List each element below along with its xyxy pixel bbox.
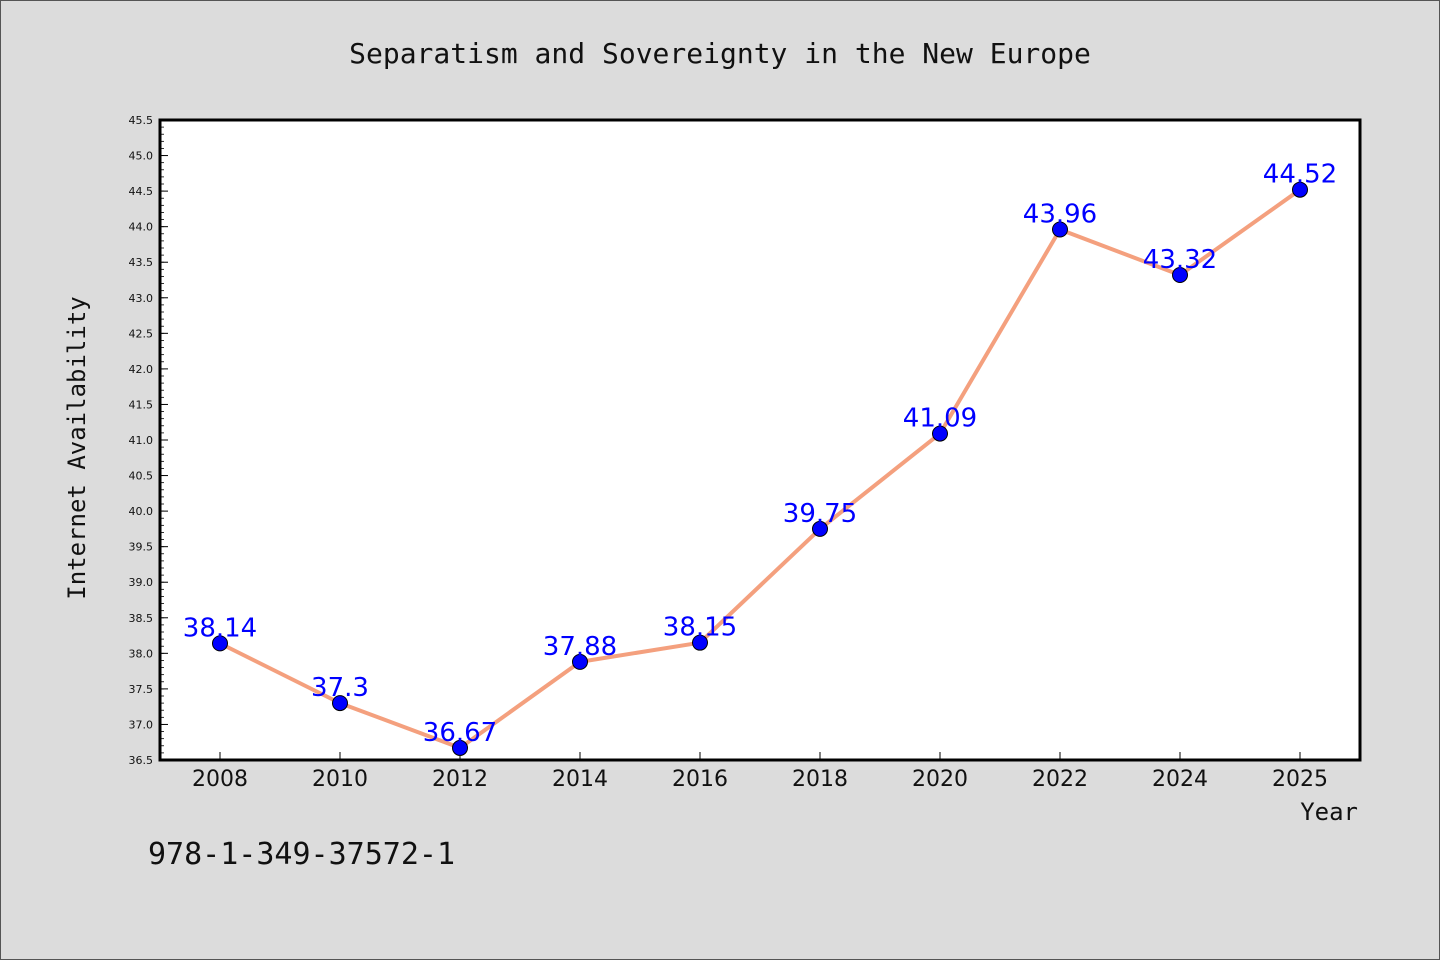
data-label: 39.75 bbox=[783, 499, 857, 529]
x-axis: 2008 2010 2012 2014 2016 2018 2020 2022 2024 2025 bbox=[192, 752, 1328, 792]
footer-code: 978-1-349-37572-1 bbox=[148, 837, 455, 872]
x-tick-label: 2014 bbox=[552, 767, 608, 792]
y-tick-label: 41.0 bbox=[129, 434, 154, 447]
x-tick-label: 2025 bbox=[1272, 767, 1328, 792]
data-point bbox=[572, 653, 588, 670]
x-tick-label: 2020 bbox=[912, 767, 968, 792]
data-label: 44.52 bbox=[1263, 160, 1337, 190]
x-tick-label: 2018 bbox=[792, 767, 848, 792]
x-tick-label: 2024 bbox=[1152, 767, 1208, 792]
y-tick-label: 39.5 bbox=[129, 541, 154, 554]
y-tick-label: 44.5 bbox=[129, 185, 154, 198]
y-tick-label: 39.0 bbox=[129, 576, 154, 589]
data-labels: 38.14 37.3 36.67 37.88 38.15 39.75 41.09 43.96 4… bbox=[183, 160, 1337, 748]
y-tick-label: 38.0 bbox=[129, 647, 154, 660]
data-point bbox=[452, 739, 468, 756]
data-label: 37.88 bbox=[543, 632, 617, 662]
data-point bbox=[812, 520, 828, 537]
y-tick-label: 36.5 bbox=[129, 754, 154, 767]
data-point bbox=[932, 425, 948, 442]
y-axis: 36.5 37.0 37.5 38.0 38.5 39.0 39.5 40.0 40.5 41.0… bbox=[129, 114, 168, 767]
x-tick-label: 2016 bbox=[672, 767, 728, 792]
y-tick-label: 37.0 bbox=[129, 718, 154, 731]
data-label: 43.32 bbox=[1143, 245, 1217, 275]
data-label: 38.15 bbox=[663, 613, 737, 643]
x-tick-label: 2012 bbox=[432, 767, 488, 792]
y-tick-label: 40.0 bbox=[129, 505, 154, 518]
data-label: 43.96 bbox=[1023, 200, 1097, 230]
data-point bbox=[1052, 221, 1068, 238]
y-tick-label: 41.5 bbox=[129, 398, 154, 411]
y-tick-label: 45.5 bbox=[129, 114, 154, 127]
series-line bbox=[219, 188, 1302, 750]
y-tick-label: 38.5 bbox=[129, 612, 154, 625]
y-tick-label: 45.0 bbox=[129, 150, 154, 163]
data-point bbox=[332, 695, 348, 712]
data-label: 37.3 bbox=[311, 673, 369, 703]
data-label: 41.09 bbox=[903, 404, 977, 434]
y-axis-title: Internet Availability bbox=[63, 296, 91, 599]
y-tick-label: 44.0 bbox=[129, 221, 154, 234]
y-tick-label: 43.5 bbox=[129, 256, 154, 269]
data-point bbox=[1172, 267, 1188, 284]
y-tick-label: 42.5 bbox=[129, 327, 154, 340]
y-tick-label: 42.0 bbox=[129, 363, 154, 376]
data-point bbox=[1292, 181, 1308, 198]
data-point bbox=[692, 634, 708, 651]
y-tick-label: 43.0 bbox=[129, 292, 154, 305]
x-tick-label: 2008 bbox=[192, 767, 248, 792]
x-tick-label: 2022 bbox=[1032, 767, 1088, 792]
y-tick-label: 37.5 bbox=[129, 683, 154, 696]
data-label: 38.14 bbox=[183, 613, 257, 643]
data-label: 36.67 bbox=[423, 718, 497, 748]
x-axis-title: Year bbox=[1300, 798, 1358, 826]
plot-area bbox=[158, 118, 1362, 762]
y-tick-label: 40.5 bbox=[129, 470, 154, 483]
data-point bbox=[212, 635, 228, 652]
chart-title: Separatism and Sovereignty in the New Eu… bbox=[349, 37, 1091, 70]
series-group bbox=[212, 181, 1308, 756]
x-tick-label: 2010 bbox=[312, 767, 368, 792]
